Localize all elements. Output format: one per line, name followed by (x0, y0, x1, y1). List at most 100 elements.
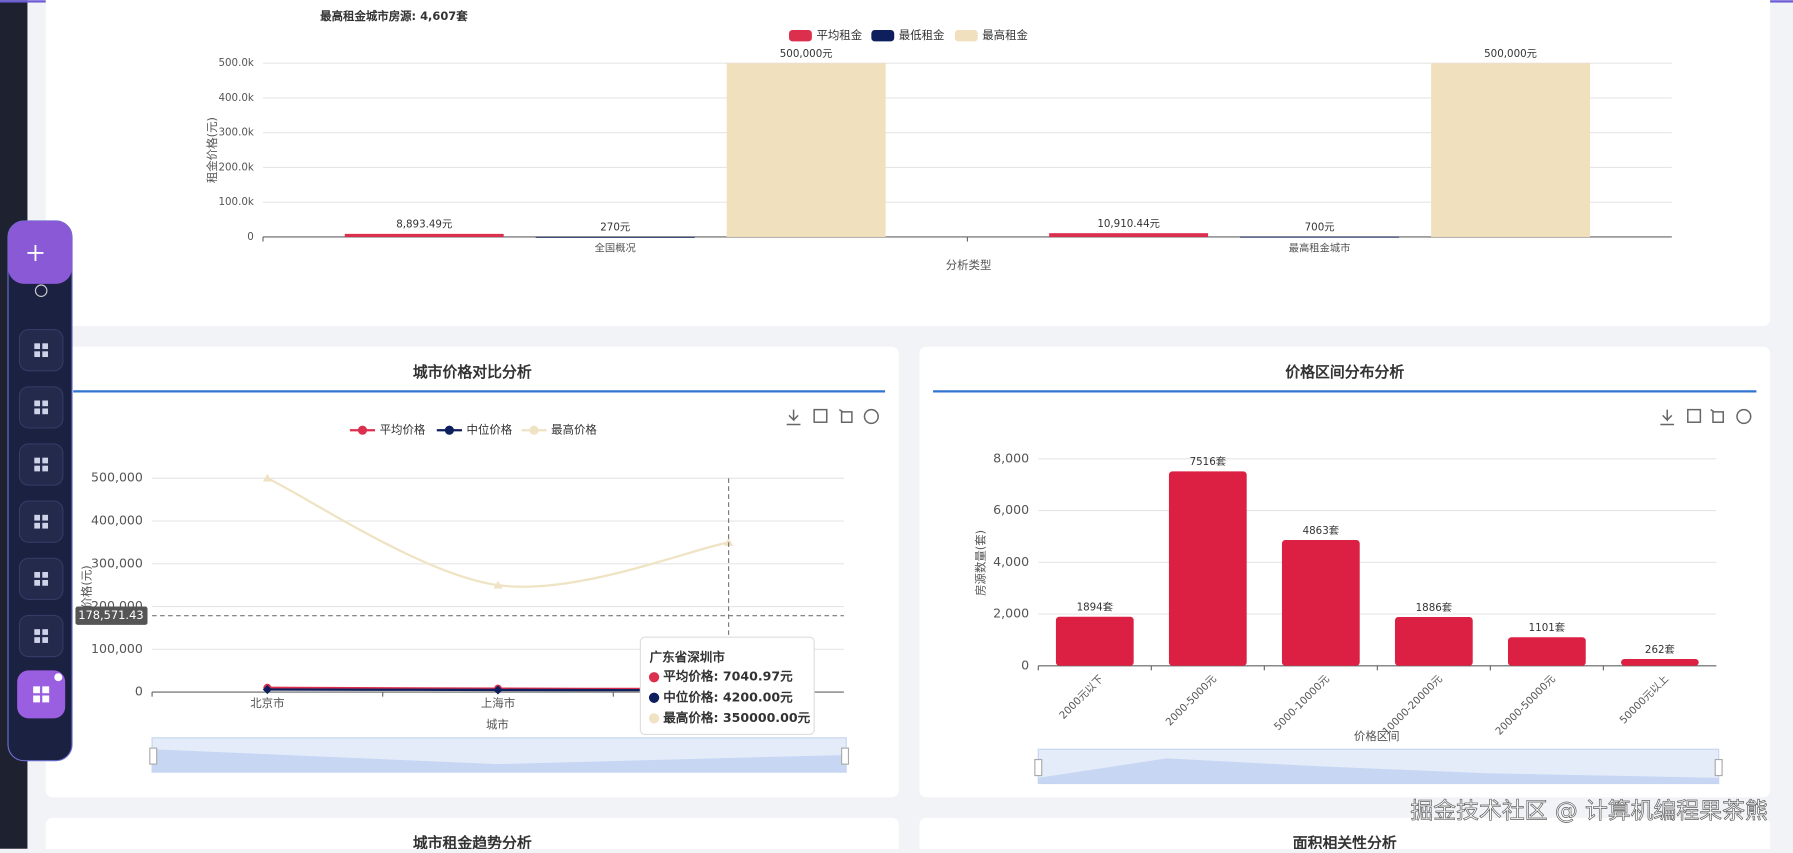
card (45, 0, 1771, 327)
marker (493, 685, 503, 695)
legend-swatch (871, 29, 895, 42)
nav-icon (34, 465, 41, 472)
y-tick-label: 2,000 (993, 606, 1029, 621)
y-tick-label: 0 (1021, 657, 1029, 672)
crosshair-label: 178,571.43 (78, 608, 143, 622)
nav-button[interactable] (18, 329, 64, 372)
marker (724, 537, 734, 546)
legend-label[interactable]: 最低租金 (899, 28, 945, 42)
bar (1168, 471, 1247, 666)
nav-icon (34, 629, 41, 635)
legend-label[interactable]: 平均价格 (380, 423, 426, 437)
value-label: 500,000元 (780, 48, 833, 60)
value-label: 1101套 (1529, 621, 1565, 634)
nav-button[interactable] (18, 443, 64, 486)
nav-button-bg (17, 670, 66, 719)
nav-icon (42, 686, 50, 694)
value-label: 500,000元 (1484, 48, 1537, 60)
nav-icon (42, 572, 49, 578)
y-axis-label: 价格(元) (79, 565, 93, 608)
nav-button-bg (18, 443, 64, 486)
nav-icon (34, 514, 41, 521)
y-tick-label: 300,000 (91, 555, 143, 570)
legend-marker (444, 425, 454, 435)
tooltip-row: 平均价格: 7040.97元 (663, 669, 793, 684)
x-tick-label: 最高租金城市 (1289, 241, 1351, 254)
value-label: 10,910.44元 (1097, 218, 1160, 230)
nav-icon (42, 465, 49, 472)
y-tick-label: 500.0k (218, 57, 253, 69)
y-tick-label: 0 (247, 231, 254, 243)
move-icon[interactable] (27, 244, 44, 261)
bar (535, 236, 695, 238)
datazoom-slider[interactable] (149, 737, 1723, 785)
legend-marker (357, 425, 368, 435)
nav-icon (42, 408, 49, 415)
bar (1394, 616, 1473, 666)
bar (1240, 236, 1400, 238)
sidebar (7, 220, 73, 762)
watermark: 掘金技术社区 @ 计算机编程果茶熊 (1410, 799, 1767, 825)
nav-icon (42, 351, 49, 358)
nav-button-active[interactable] (17, 670, 66, 719)
nav-icon (42, 580, 49, 586)
nav-button-bg (18, 614, 64, 658)
tooltip (639, 636, 815, 735)
value-label: 262套 (1645, 643, 1675, 656)
nav-icon (34, 637, 41, 643)
y-tick-label: 6,000 (993, 502, 1029, 517)
toolbox[interactable] (786, 408, 1752, 426)
nav-icon (34, 580, 41, 586)
nav-icon (34, 457, 41, 464)
legend-label[interactable]: 中位价格 (467, 423, 513, 437)
y-tick-label: 0 (135, 684, 143, 699)
value-label: 270元 (600, 222, 630, 234)
nav-icon (34, 351, 41, 358)
legend-label[interactable]: 平均租金 (816, 28, 862, 42)
bar (1431, 63, 1591, 237)
nav-icon (42, 522, 49, 529)
nav-button[interactable] (18, 386, 64, 429)
nav-icon (33, 686, 41, 694)
tooltip-title: 广东省深圳市 (650, 649, 726, 664)
value-label: 1894套 (1077, 601, 1113, 614)
x-axis-label: 城市 (486, 718, 509, 732)
bar (1507, 637, 1586, 666)
badge (54, 673, 63, 682)
tooltip-dot (648, 713, 660, 724)
card (919, 817, 1771, 853)
y-tick-label: 4,000 (993, 554, 1029, 569)
bar (1620, 658, 1699, 666)
nav-icon (42, 695, 50, 703)
y-axis-label: 房源数量(套) (974, 530, 988, 596)
nav-icon (34, 408, 41, 415)
y-tick-label: 8,000 (993, 450, 1029, 465)
nav-icon (34, 400, 41, 407)
tooltip-row: 中位价格: 4200.00元 (663, 689, 793, 704)
y-tick-label: 400.0k (218, 92, 253, 104)
legend-swatch (789, 29, 812, 42)
nav-icon (42, 629, 49, 635)
legend-label[interactable]: 最高价格 (551, 423, 597, 437)
y-axis-label: 租金价格(元) (205, 117, 219, 183)
tooltip-row: 最高价格: 350000.00元 (663, 710, 810, 725)
nav-button-bg (18, 500, 64, 543)
nav-button[interactable] (18, 500, 64, 543)
nav-icon (33, 695, 41, 703)
nav-button-bg (18, 386, 64, 429)
nav-button[interactable] (18, 557, 64, 601)
user-icon[interactable] (34, 284, 48, 298)
nav-icon (42, 457, 49, 464)
x-axis-label: 分析类型 (946, 258, 992, 272)
nav-button-bg (18, 329, 64, 372)
x-tick-label: 上海市 (481, 696, 515, 710)
nav-button[interactable] (18, 614, 64, 658)
card (45, 817, 899, 853)
nav-icon (42, 514, 49, 521)
value-label: 1886套 (1416, 601, 1452, 614)
tooltip-dot (648, 692, 660, 703)
bar (726, 63, 886, 237)
legend-label[interactable]: 最高租金 (982, 28, 1028, 42)
y-tick-label: 300.0k (218, 127, 253, 139)
